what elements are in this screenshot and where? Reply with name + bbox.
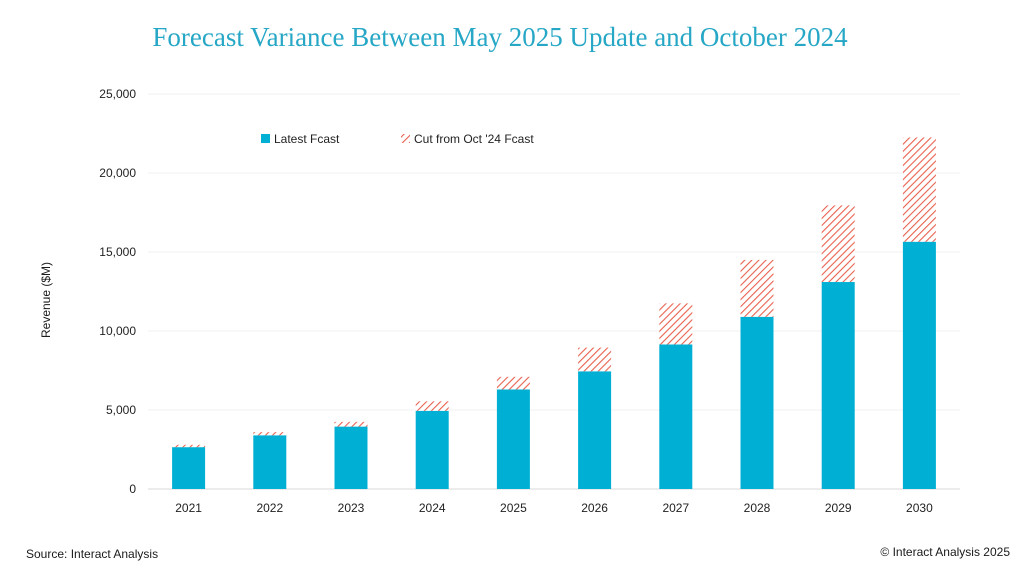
bar-cut-from-oct-fcast: [172, 444, 206, 448]
bar-latest-fcast: [172, 447, 206, 489]
y-tick-label: 5,000: [106, 403, 136, 417]
chart-title: Forecast Variance Between May 2025 Updat…: [152, 22, 848, 52]
x-tick-label: 2029: [825, 501, 852, 515]
bar-latest-fcast: [496, 389, 530, 489]
x-tick-label: 2026: [581, 501, 608, 515]
legend-swatch-latest-fcast: [261, 134, 270, 143]
y-tick-label: 10,000: [99, 324, 136, 338]
bar-latest-fcast: [659, 344, 693, 489]
bars: [172, 137, 936, 489]
legend-swatch-cut: [401, 134, 410, 143]
bar-cut-from-oct-fcast: [659, 303, 693, 345]
legend-label-cut: Cut from Oct '24 Fcast: [414, 132, 534, 146]
x-tick-label: 2028: [744, 501, 771, 515]
bar-cut-from-oct-fcast: [578, 347, 612, 372]
bar-latest-fcast: [821, 282, 855, 489]
bar-cut-from-oct-fcast: [902, 137, 936, 242]
y-tick-label: 0: [129, 482, 136, 496]
bar-latest-fcast: [334, 426, 368, 489]
x-tick-label: 2023: [338, 501, 365, 515]
bar-cut-from-oct-fcast: [334, 421, 368, 427]
source-note: Source: Interact Analysis: [26, 547, 159, 561]
copyright-note: © Interact Analysis 2025: [880, 545, 1010, 559]
x-tick-label: 2022: [256, 501, 283, 515]
bar-latest-fcast: [578, 371, 612, 489]
bar-cut-from-oct-fcast: [253, 432, 287, 436]
y-tick-label: 15,000: [99, 245, 136, 259]
bar-cut-from-oct-fcast: [821, 205, 855, 283]
legend: Latest Fcast Cut from Oct '24 Fcast: [261, 132, 534, 146]
legend-label-latest-fcast: Latest Fcast: [274, 132, 340, 146]
y-tick-label: 25,000: [99, 87, 136, 101]
x-tick-label: 2021: [175, 501, 202, 515]
bar-cut-from-oct-fcast: [496, 376, 530, 390]
bar-latest-fcast: [740, 316, 774, 489]
x-tick-label: 2024: [419, 501, 446, 515]
y-tick-label: 20,000: [99, 166, 136, 180]
x-tick-label: 2025: [500, 501, 527, 515]
x-axis-ticks: 2021 2022 2023 2024 2025 2026 2027 2028 2029 2030: [175, 501, 933, 515]
bar-latest-fcast: [415, 410, 449, 489]
bar-latest-fcast: [253, 435, 287, 489]
x-tick-label: 2030: [906, 501, 933, 515]
y-axis-ticks: 0 5,000 10,000 15,000 20,000 25,000: [99, 87, 136, 496]
bar-latest-fcast: [902, 241, 936, 489]
bar-cut-from-oct-fcast: [415, 401, 449, 411]
bar-cut-from-oct-fcast: [740, 259, 774, 317]
x-tick-label: 2027: [662, 501, 689, 515]
